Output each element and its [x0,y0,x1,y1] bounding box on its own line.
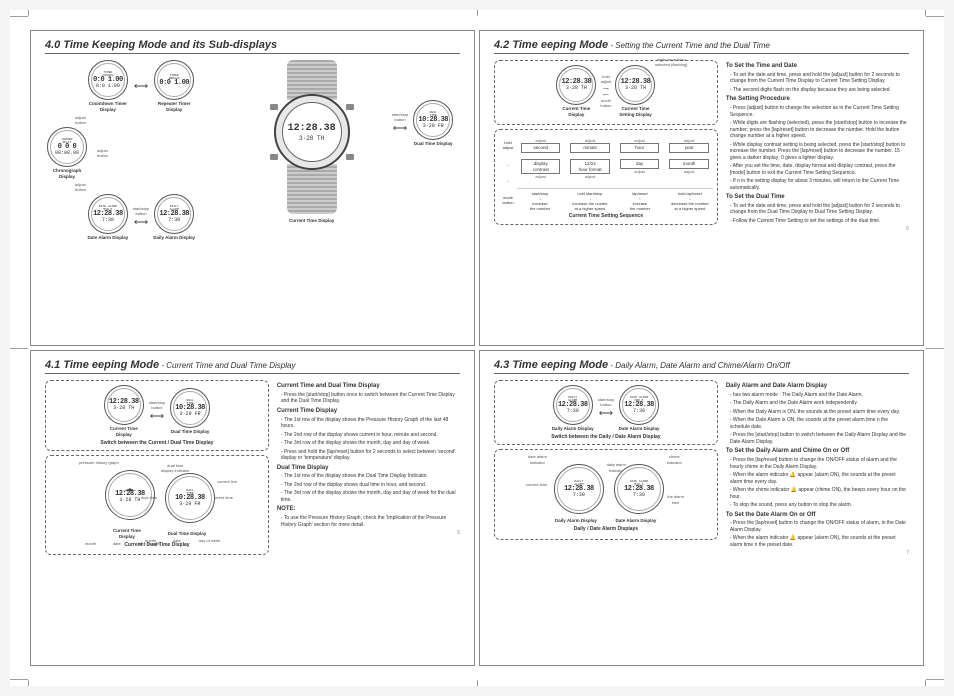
text-column-7: To Set the Time and Date To set the date… [726,60,909,341]
diagram-alarm-callouts: date alarmindicator current time DAILYAL… [494,449,718,539]
manual-spread: 4.0 Time Keeping Mode and its Sub-displa… [10,10,944,686]
diagram-ct-dt-callouts: pressure history graph ▁▃▅▃▁ 12:28.38 3·… [45,455,269,555]
watch-datealarm: DATE ALARMMAR-512:28.387:30 Date Alarm D… [86,194,130,241]
current-time-label: Current Time Display [289,218,334,224]
section-title-7: 4.2 Time eeping Mode - Setting the Curre… [494,39,909,54]
diagram-switch-alarm: DAILYALARM12:28.387:30 Daily Alarm Displ… [494,380,718,445]
page-5: 4.0 Time Keeping Mode and its Sub-displa… [30,30,475,346]
page-7: 4.2 Time eeping Mode - Setting the Curre… [479,30,924,346]
arrow-icon: ⟷ [134,216,148,229]
arrow-icon: ⟷ [150,410,164,423]
watch-chrono: CHRONOSPLIT0 0 000:00.00 Chronograph Dis… [45,127,89,180]
section-title-8: 4.3 Time eeping Mode - Daily Alarm, Date… [494,359,909,374]
diagram-setting-sequence: holdadjust → ← modebutton adjustsecond a… [494,129,718,225]
arrow-icon: ⟷ [599,407,613,420]
watch-repeater: TIMERREPEAT0:0 1.00 Repeater Timer Displ… [152,60,196,113]
page-8: 4.3 Time eeping Mode - Daily Alarm, Date… [479,350,924,666]
watch-dailyalarm: DAILYALARM12:28.387:30 Daily Alarm Displ… [152,194,196,241]
diagram-setting-display: 12:28.383·28 TH Current Time Display hol… [494,60,718,125]
page-6: 4.1 Time eeping Mode - Current Time and … [30,350,475,666]
watch-countdown: TIMERCOUNTD0:0 1.000:0 1.00 Countdown Ti… [86,60,130,113]
diagram-switch-ct-dt: 12:28.383·28 TH Current Time Display sta… [45,380,269,451]
section-title-6: 4.1 Time eeping Mode - Current Time and … [45,359,460,374]
arrow-icon: ⟷ [393,122,407,135]
section-title-5: 4.0 Time Keeping Mode and its Sub-displa… [45,39,460,54]
text-column-6: Current Time and Dual Time Display Press… [277,380,460,661]
text-column-8: Daily Alarm and Date Alarm Display has t… [726,380,909,661]
watch-illustration: 12:28.38 3·28 TH [272,60,352,214]
arrow-icon: ⟷ [134,80,148,93]
watch-dualtime: DUALTIME10:28.383·29 FR Dual Time Displa… [411,100,455,147]
